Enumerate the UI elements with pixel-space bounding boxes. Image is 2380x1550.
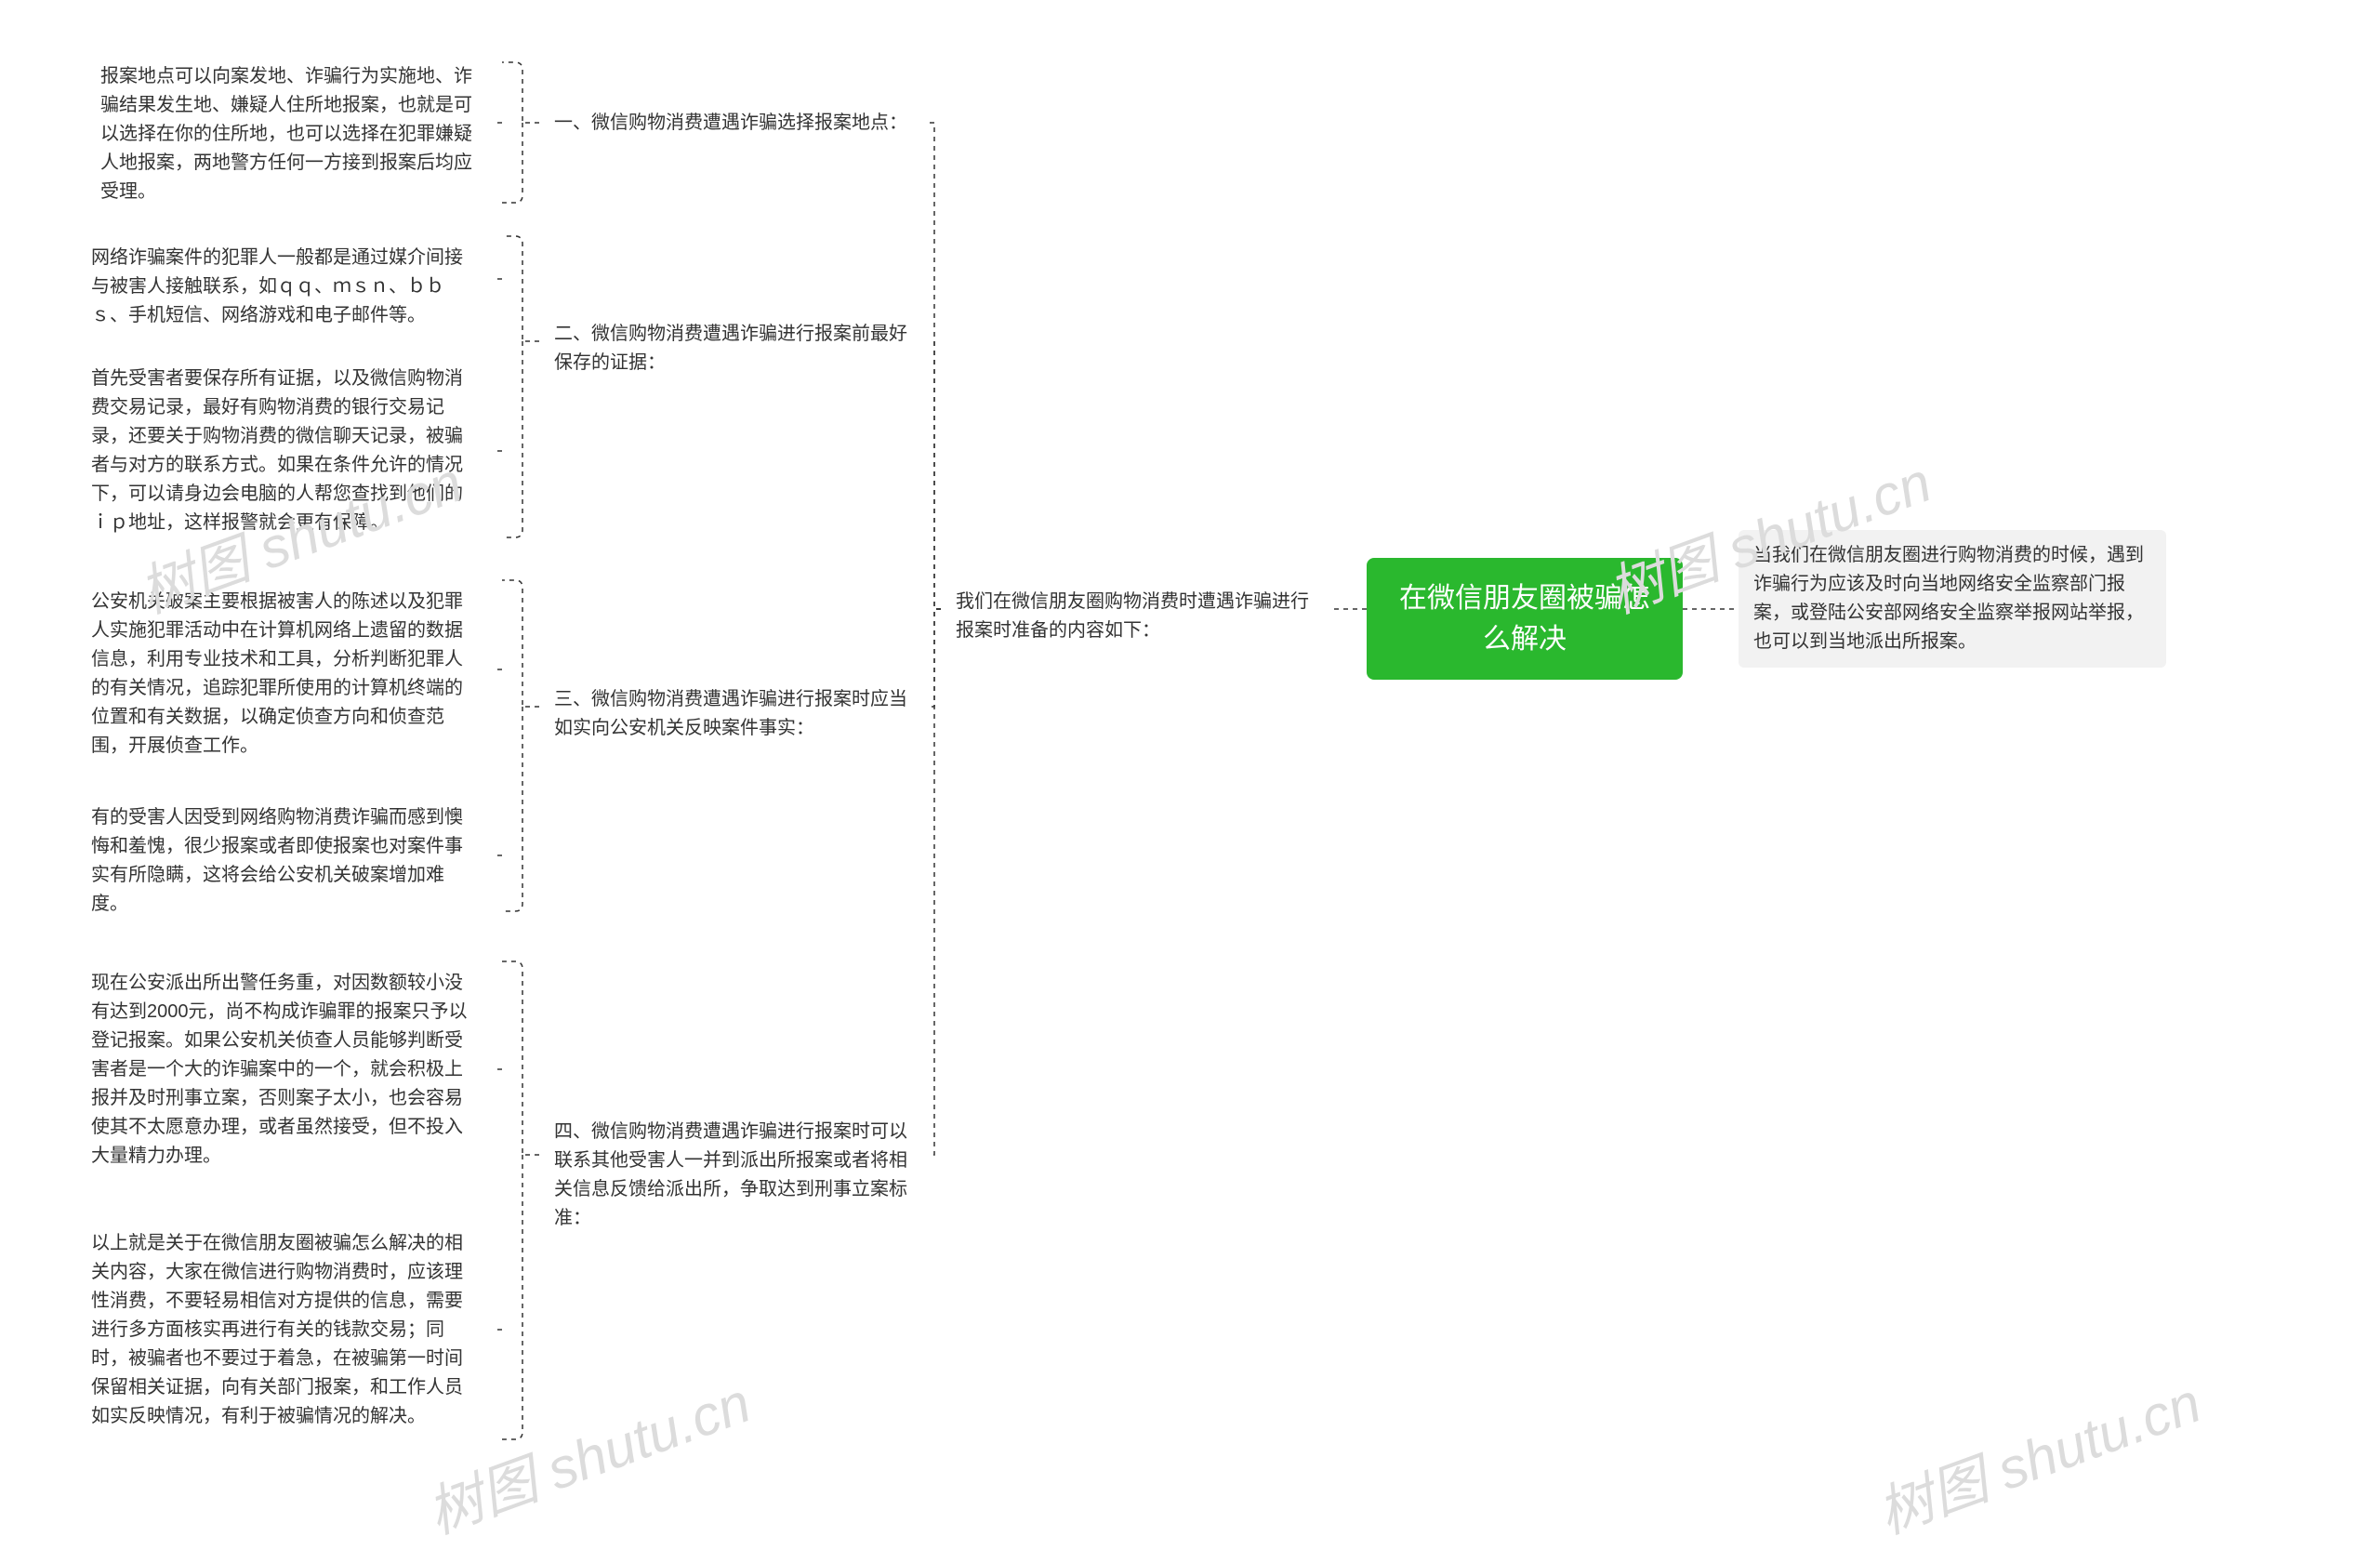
section-3-leaf-2[interactable]: 有的受害人因受到网络购物消费诈骗而感到懊悔和羞愧，很少报案或者即使报案也对案件事…	[76, 792, 495, 930]
root-text: 在微信朋友圈被骗怎么解决	[1399, 583, 1650, 655]
section-2-leaf-2[interactable]: 首先受害者要保存所有证据，以及微信购物消费交易记录，最好有购物消费的银行交易记录…	[76, 353, 495, 549]
left-child-node[interactable]: 我们在微信朋友圈购物消费时遭遇诈骗进行报案时准备的内容如下：	[941, 576, 1331, 656]
section-4-leaf-2[interactable]: 以上就是关于在微信朋友圈被骗怎么解决的相关内容，大家在微信进行购物消费时，应该理…	[76, 1218, 495, 1442]
section-3-leaf-1[interactable]: 公安机关破案主要根据被害人的陈述以及犯罪人实施犯罪活动中在计算机网络上遗留的数据…	[76, 576, 495, 772]
section-1[interactable]: 一、微信购物消费遭遇诈骗选择报案地点：	[539, 98, 930, 149]
watermark: 树图 shutu.cn	[1865, 1358, 2210, 1549]
section-4-leaf-1-text: 现在公安派出所出警任务重，对因数额较小没有达到2000元，尚不构成诈骗罪的报案只…	[91, 973, 468, 1166]
section-1-leaf-1-text: 报案地点可以向案发地、诈骗行为实施地、诈骗结果发生地、嫌疑人住所地报案，也就是可…	[100, 66, 472, 202]
section-4-leaf-2-text: 以上就是关于在微信朋友圈被骗怎么解决的相关内容，大家在微信进行购物消费时，应该理…	[91, 1233, 463, 1426]
section-3[interactable]: 三、微信购物消费遭遇诈骗进行报案时应当如实向公安机关反映案件事实：	[539, 674, 930, 754]
section-4-text: 四、微信购物消费遭遇诈骗进行报案时可以联系其他受害人一并到派出所报案或者将相关信…	[554, 1121, 907, 1228]
section-1-text: 一、微信购物消费遭遇诈骗选择报案地点：	[554, 113, 907, 133]
root-node[interactable]: 在微信朋友圈被骗怎么解决	[1367, 558, 1683, 680]
section-2-leaf-1-text: 网络诈骗案件的犯罪人一般都是通过媒介间接与被害人接触联系，如ｑｑ、ｍｓｎ、ｂｂｓ…	[91, 247, 463, 325]
section-2-leaf-2-text: 首先受害者要保存所有证据，以及微信购物消费交易记录，最好有购物消费的银行交易记录…	[91, 368, 463, 533]
section-3-text: 三、微信购物消费遭遇诈骗进行报案时应当如实向公安机关反映案件事实：	[554, 689, 907, 738]
section-2-leaf-1[interactable]: 网络诈骗案件的犯罪人一般都是通过媒介间接与被害人接触联系，如ｑｑ、ｍｓｎ、ｂｂｓ…	[76, 232, 495, 341]
section-2[interactable]: 二、微信购物消费遭遇诈骗进行报案前最好保存的证据：	[539, 309, 930, 389]
section-2-text: 二、微信购物消费遭遇诈骗进行报案前最好保存的证据：	[554, 324, 907, 373]
section-4[interactable]: 四、微信购物消费遭遇诈骗进行报案时可以联系其他受害人一并到派出所报案或者将相关信…	[539, 1106, 930, 1244]
section-4-leaf-1[interactable]: 现在公安派出所出警任务重，对因数额较小没有达到2000元，尚不构成诈骗罪的报案只…	[76, 958, 495, 1182]
section-3-leaf-2-text: 有的受害人因受到网络购物消费诈骗而感到懊悔和羞愧，很少报案或者即使报案也对案件事…	[91, 807, 463, 914]
right-child-node[interactable]: 当我们在微信朋友圈进行购物消费的时候，遇到诈骗行为应该及时向当地网络安全监察部门…	[1739, 530, 2166, 668]
mindmap-canvas: 在微信朋友圈被骗怎么解决 当我们在微信朋友圈进行购物消费的时候，遇到诈骗行为应该…	[0, 0, 2380, 1504]
right-child-text: 当我们在微信朋友圈进行购物消费的时候，遇到诈骗行为应该及时向当地网络安全监察部门…	[1753, 545, 2144, 652]
section-3-leaf-1-text: 公安机关破案主要根据被害人的陈述以及犯罪人实施犯罪活动中在计算机网络上遗留的数据…	[91, 591, 463, 756]
left-child-text: 我们在微信朋友圈购物消费时遭遇诈骗进行报案时准备的内容如下：	[956, 591, 1309, 641]
section-1-leaf-1[interactable]: 报案地点可以向案发地、诈骗行为实施地、诈骗结果发生地、嫌疑人住所地报案，也就是可…	[86, 51, 495, 218]
